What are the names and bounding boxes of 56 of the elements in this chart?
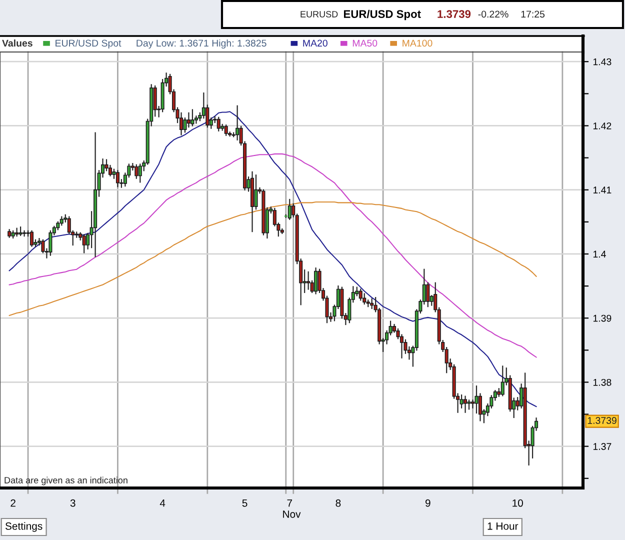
candlestick bbox=[48, 230, 52, 256]
legend-label: EUR/USD Spot bbox=[56, 39, 122, 49]
candlestick bbox=[426, 282, 430, 308]
candlestick bbox=[370, 298, 374, 310]
line-series bbox=[8, 202, 537, 316]
candlestick bbox=[306, 271, 310, 290]
y-tick-label: 1.43 bbox=[593, 58, 612, 66]
y-tick-label: 1.39 bbox=[593, 314, 612, 322]
y-tick-label: 1.4 bbox=[593, 250, 606, 258]
x-tick-label: 9 bbox=[426, 499, 430, 507]
y-tick-label: 1.42 bbox=[593, 122, 612, 130]
x-tick-label: 4 bbox=[160, 499, 166, 507]
text: 17:25 bbox=[521, 10, 545, 18]
legend-title: Values bbox=[2, 39, 32, 47]
x-tick-label: 3 bbox=[70, 499, 76, 507]
x-tick-label: 7 bbox=[287, 499, 292, 507]
candlestick bbox=[82, 234, 86, 254]
candlestick bbox=[134, 164, 138, 179]
y-tick-label: 1.37 bbox=[593, 443, 612, 450]
candlestick bbox=[22, 230, 26, 237]
x-tick-label: 10 bbox=[512, 499, 523, 507]
x-axis-title: Nov bbox=[283, 510, 301, 518]
x-tick-label: 2 bbox=[10, 499, 16, 507]
candlestick bbox=[116, 170, 120, 188]
candlestick bbox=[224, 124, 228, 136]
text: Settings bbox=[5, 522, 42, 532]
candlestick bbox=[314, 268, 318, 294]
candlestick bbox=[30, 230, 34, 247]
candlestick bbox=[138, 164, 142, 183]
y-tick-label: 1.41 bbox=[593, 186, 612, 194]
y-tick-label: 1.38 bbox=[593, 378, 612, 386]
line-series bbox=[8, 153, 537, 358]
legend-label: MA100 bbox=[402, 40, 432, 47]
candlestick bbox=[254, 174, 258, 210]
legend-label: MA20 bbox=[303, 40, 328, 47]
text: Day Low: 1.3671 High: 1.3825 bbox=[136, 39, 266, 49]
candlestick bbox=[186, 112, 190, 128]
candlestick bbox=[500, 366, 504, 396]
chart-title: EUR/USD Spot bbox=[344, 10, 421, 20]
candlestick bbox=[464, 396, 468, 413]
chart-subtitle: EURUSD bbox=[300, 11, 338, 18]
annotation: 1.3739 bbox=[588, 417, 616, 424]
text: 1.3739 bbox=[438, 10, 471, 18]
candlestick bbox=[216, 116, 220, 132]
text: -0.22% bbox=[478, 10, 508, 18]
annotation: Data are given as an indication bbox=[4, 476, 128, 486]
candlestick bbox=[236, 105, 240, 140]
candlestick bbox=[470, 400, 475, 408]
candlestick bbox=[288, 198, 292, 220]
candlestick bbox=[474, 386, 478, 414]
candlestick bbox=[190, 109, 194, 126]
x-tick-label: 5 bbox=[242, 499, 248, 507]
candlestick bbox=[358, 288, 362, 301]
x-tick-label: 8 bbox=[336, 499, 341, 507]
text: 1 Hour bbox=[488, 522, 518, 530]
legend-label: MA50 bbox=[352, 40, 378, 47]
